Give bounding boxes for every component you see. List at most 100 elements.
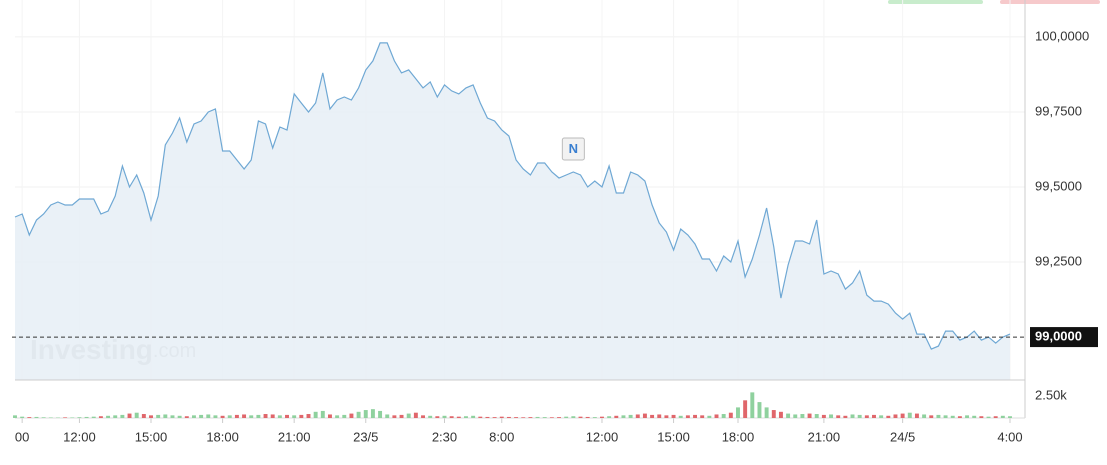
volume-bar (127, 413, 132, 418)
volume-bar (578, 416, 583, 418)
current-price-label: 99,0000 (1035, 329, 1082, 344)
volume-bar (893, 414, 898, 418)
x-tick-label: 00 (15, 429, 29, 444)
volume-bar (363, 410, 368, 418)
volume-bar (922, 414, 927, 418)
volume-bar (571, 416, 576, 418)
volume-bar (134, 412, 139, 418)
volume-bar (757, 402, 762, 418)
volume-bar (313, 411, 318, 418)
x-tick-label: 12:00 (63, 429, 96, 444)
volume-bar (642, 413, 647, 418)
volume-bar (800, 414, 805, 418)
volume-bar (972, 415, 977, 418)
volume-bar (936, 414, 941, 418)
volume-bar (807, 413, 812, 418)
volume-bar (714, 414, 719, 418)
volume-bar (106, 415, 111, 418)
volume-bar (900, 413, 905, 418)
volume-bar (664, 415, 669, 418)
volume-bar (485, 416, 490, 418)
news-marker-label: N (569, 141, 578, 156)
volume-bar (506, 416, 511, 418)
volume-bar (671, 414, 676, 418)
volume-bar (707, 415, 712, 418)
volume-bar (149, 415, 153, 418)
volume-bar (549, 417, 554, 418)
volume-bar (635, 414, 640, 418)
volume-bar (421, 415, 425, 418)
x-tick-label: 18:00 (206, 429, 239, 444)
volume-bar (614, 415, 619, 418)
x-tick-label: 4:00 (997, 429, 1022, 444)
volume-bar (499, 416, 504, 418)
volume-bar (728, 412, 733, 418)
x-tick-label: 15:00 (657, 429, 690, 444)
volume-bar (821, 414, 826, 418)
volume-bar (886, 415, 891, 418)
volume-bar (528, 417, 533, 418)
x-tick-label: 8:00 (489, 429, 514, 444)
x-tick-label: 24/5 (890, 429, 915, 444)
volume-bar (41, 417, 46, 418)
volume-bar (77, 417, 82, 418)
volume-bar (914, 413, 919, 418)
volume-bar (320, 410, 325, 418)
volume-bar (600, 416, 604, 418)
volume-bar (285, 414, 289, 418)
volume-bar (793, 414, 798, 418)
volume-bar (277, 415, 282, 418)
volume-bar (306, 414, 311, 418)
buy-button[interactable] (888, 0, 983, 4)
volume-bar (872, 414, 876, 418)
volume-bar (1000, 415, 1005, 418)
x-tick-label: 21:00 (808, 429, 841, 444)
volume-bar (993, 416, 998, 418)
volume-bar (299, 414, 304, 418)
volume-bar (778, 411, 783, 418)
volume-bar (950, 415, 955, 418)
volume-bar (986, 416, 991, 418)
volume-bar (843, 415, 848, 418)
y-tick-label: 99,7500 (1035, 103, 1082, 118)
volume-bar (120, 414, 125, 418)
volume-bar (177, 415, 182, 418)
volume-bar (514, 417, 519, 418)
volume-bar (91, 416, 96, 418)
volume-bar (449, 416, 454, 418)
volume-bar (20, 416, 25, 418)
volume-bar (113, 415, 118, 418)
volume-bar (406, 413, 411, 418)
volume-bar (370, 409, 375, 418)
volume-bar (335, 415, 340, 418)
volume-bar (263, 414, 268, 418)
volume-bar (242, 414, 247, 418)
volume-bar (750, 392, 755, 418)
sell-button[interactable] (1000, 0, 1100, 4)
volume-bar (98, 416, 103, 418)
volume-bar (428, 415, 433, 418)
volume-bar (628, 414, 633, 418)
volume-bar (199, 414, 204, 418)
volume-bar (256, 414, 261, 418)
volume-bar (621, 415, 626, 418)
volume-bar (385, 414, 390, 418)
volume-bar (943, 415, 948, 418)
volume-bar (850, 414, 855, 418)
volume-bar (464, 416, 468, 418)
x-tick-label: 12:00 (586, 429, 619, 444)
volume-bar (564, 416, 569, 418)
volume-bar (156, 414, 161, 418)
volume-bar (535, 416, 540, 418)
volume-bar (492, 417, 497, 418)
volume-bar (27, 417, 32, 418)
volume-bar (836, 415, 841, 418)
volume-bar (399, 414, 404, 418)
volume-bar (349, 413, 354, 418)
volume-bar (585, 416, 590, 418)
volume-bar (771, 410, 776, 418)
volume-bar (392, 415, 397, 418)
volume-bar (378, 410, 383, 418)
volume-bar (1008, 416, 1012, 418)
